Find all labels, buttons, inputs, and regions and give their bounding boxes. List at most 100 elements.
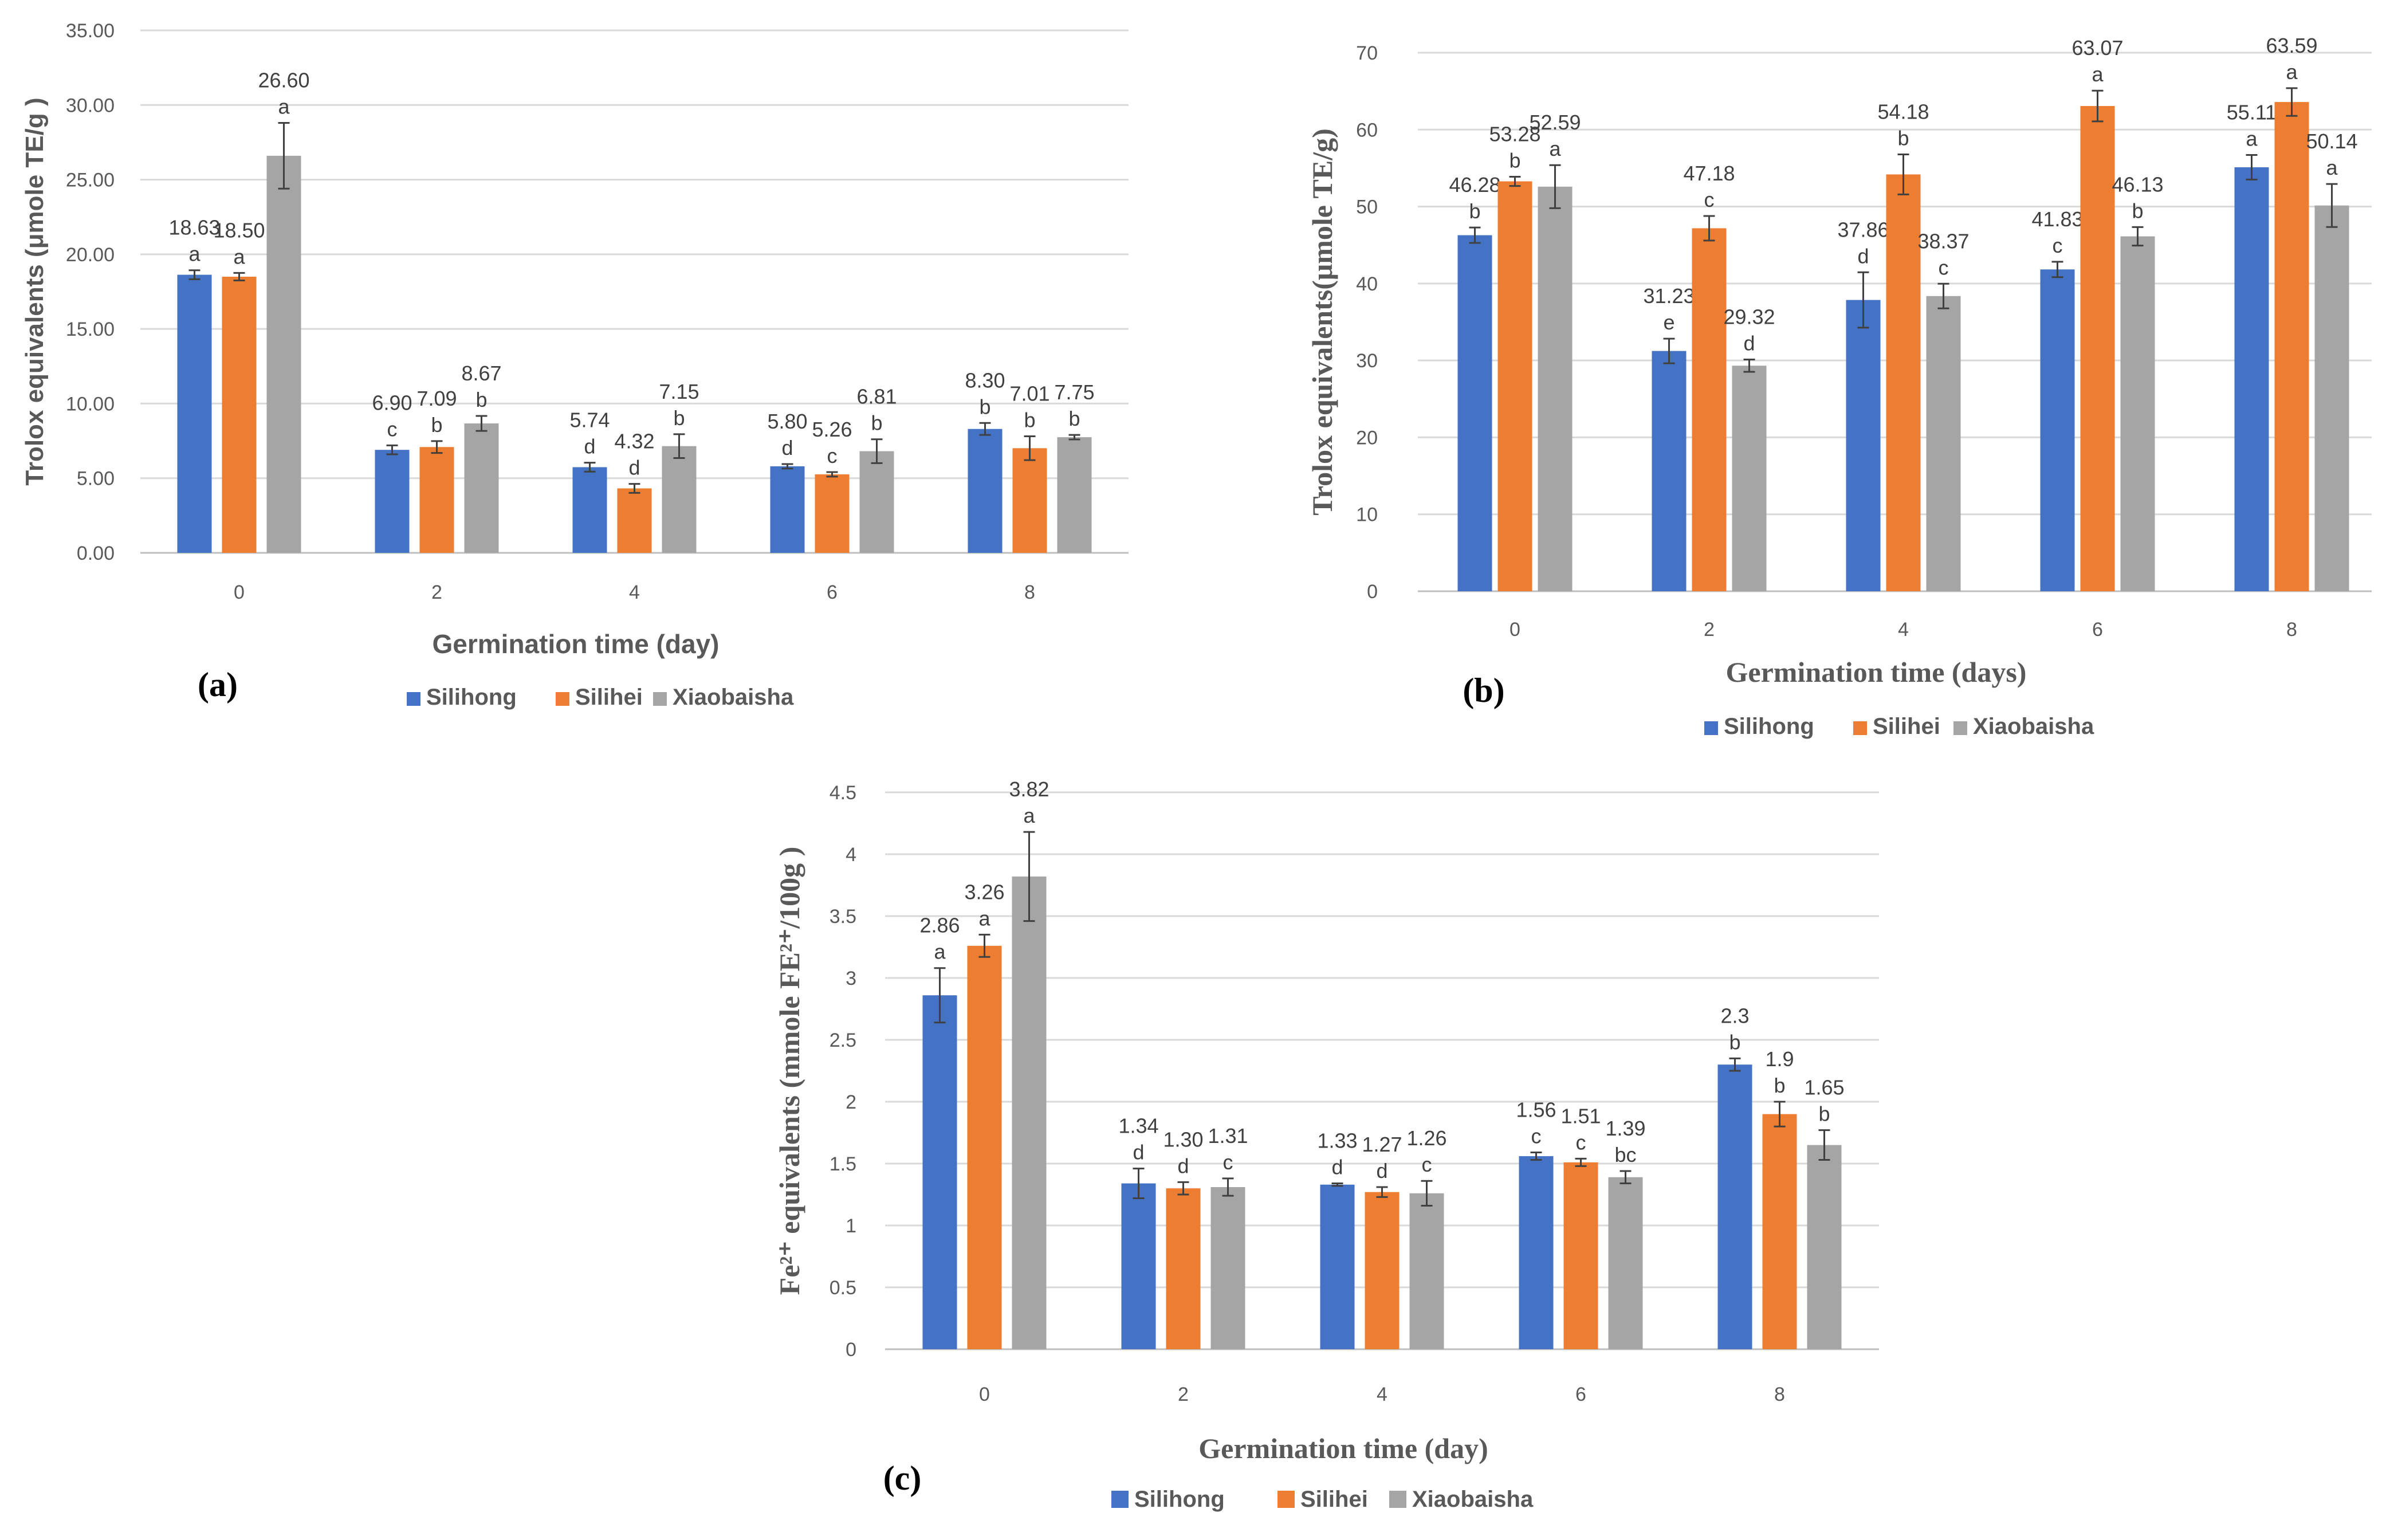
x-tick-label: 6 (1575, 1384, 1586, 1405)
y-tick-label: 10.00 (66, 393, 115, 415)
significance-letter: b (979, 395, 990, 418)
bar-silihei-day-0 (1497, 181, 1532, 591)
significance-letter: c (1223, 1150, 1233, 1174)
data-label: 1.39 (1605, 1117, 1645, 1140)
y-axis-label: Trolox equivalents(μmole TE/g) (1306, 128, 1338, 516)
x-tick-label: 8 (1024, 582, 1035, 603)
data-label: 63.07 (2071, 36, 2123, 60)
legend-label-silihong: Silihong (426, 685, 517, 710)
significance-letter: c (1939, 256, 1949, 279)
error-bar (386, 444, 398, 455)
error-bar (584, 462, 596, 473)
significance-letter: d (1376, 1159, 1387, 1182)
bar-silihei-day-4 (617, 488, 652, 553)
y-tick-label: 60 (1356, 119, 1378, 141)
data-label: 3.26 (964, 880, 1004, 903)
x-tick-label: 8 (1774, 1384, 1785, 1405)
significance-letter: c (1531, 1125, 1542, 1148)
error-bar (978, 933, 990, 958)
significance-letter: a (2326, 156, 2338, 179)
y-tick-label: 15.00 (66, 319, 115, 340)
y-tick-label: 1.5 (830, 1153, 856, 1175)
chart-c: 0 0.5 1 1.5 2 2.5 3 3.5 4 4.5 Fe²⁺ equivalents (mm… (773, 777, 1879, 1512)
error-bar (1024, 435, 1036, 461)
data-label: 5.80 (767, 410, 807, 433)
error-bar (826, 471, 838, 478)
legend-swatch-xiaobaisha (1953, 721, 1967, 735)
legend-swatch-silihong (1704, 721, 1718, 735)
data-label: 8.30 (965, 368, 1005, 392)
error-bar (2092, 89, 2104, 123)
error-bar (1857, 271, 1869, 329)
y-tick-label: 10 (1356, 504, 1378, 526)
y-tick-label: 0 (846, 1339, 856, 1361)
legend-label-silihei: Silihei (1873, 714, 1940, 739)
y-tick-label: 30 (1356, 350, 1378, 372)
data-label: 1.33 (1317, 1129, 1357, 1153)
bar-xiaobaisha-day-2 (464, 423, 499, 553)
legend-swatch-xiaobaisha (1389, 1491, 1406, 1508)
bar-silihei-day-4 (1886, 174, 1921, 591)
significance-letter: b (1024, 408, 1035, 431)
data-label: 7.01 (1009, 382, 1049, 405)
bar-silihei-day-8 (1762, 1114, 1797, 1349)
y-tick-label: 4 (846, 844, 856, 866)
data-label: 26.60 (258, 69, 309, 92)
data-label: 18.50 (213, 218, 265, 242)
data-label: 1.51 (1560, 1104, 1601, 1128)
bar-silihei-day-6 (1563, 1162, 1598, 1349)
significance-letter: a (2092, 62, 2104, 86)
y-tick-label: 4.5 (830, 782, 856, 804)
significance-letter: b (2132, 199, 2143, 222)
data-label: 7.09 (416, 387, 457, 410)
significance-letter: b (1509, 148, 1520, 172)
y-tick-label: 2.5 (830, 1030, 856, 1051)
significance-letter: a (2286, 60, 2298, 84)
significance-letter: b (475, 388, 487, 411)
x-tick-label: 6 (827, 582, 838, 603)
data-label: 63.59 (2266, 34, 2317, 57)
data-label: 38.37 (1917, 229, 1969, 253)
x-axis-label: Germination time (day) (1198, 1432, 1488, 1464)
bar-xiaobaisha-day-0 (266, 155, 301, 553)
data-label: 5.74 (569, 408, 610, 432)
bar-xiaobaisha-day-0 (1012, 876, 1047, 1349)
data-label: 3.82 (1009, 777, 1049, 801)
significance-letter: a (1023, 804, 1035, 827)
significance-letter: a (978, 906, 990, 930)
bar-xiaobaisha-day-6 (1608, 1177, 1643, 1349)
bar-silihong-day-2 (375, 450, 410, 553)
bar-silihong-day-0 (1457, 235, 1492, 591)
legend: Silihong Silihei Xiaobaisha (1111, 1487, 1534, 1512)
error-bar (1421, 1180, 1433, 1207)
bar-silihong-day-2 (1121, 1183, 1156, 1349)
y-tick-label: 3 (846, 968, 856, 989)
significance-letter: c (827, 444, 838, 467)
legend-swatch-silihei (1277, 1491, 1295, 1508)
bar-silihei-day-0 (222, 276, 257, 553)
y-tick-label: 25.00 (66, 170, 115, 191)
x-tick-label: 0 (1510, 619, 1520, 641)
error-bar (1222, 1177, 1234, 1197)
bar-xiaobaisha-day-6 (2120, 236, 2155, 591)
bar-silihong-day-2 (1652, 351, 1687, 591)
y-tick-label: 40 (1356, 273, 1378, 295)
error-bar (1023, 831, 1035, 922)
y-tick-label: 20 (1356, 427, 1378, 449)
significance-letter: b (431, 413, 442, 437)
data-label: 29.32 (1723, 305, 1775, 329)
y-tick-label: 50 (1356, 197, 1378, 218)
significance-letter: a (233, 245, 245, 268)
data-label: 54.18 (1877, 100, 1929, 124)
error-bar (1133, 1168, 1145, 1199)
error-bar (2286, 87, 2298, 117)
data-label: 6.90 (372, 391, 412, 414)
significance-letter: b (673, 406, 685, 430)
legend-label-silihei: Silihei (1300, 1487, 1368, 1512)
chart-a: 0.00 5.00 10.00 15.00 20.00 25.00 30.00 35.00 Tr… (21, 20, 1129, 710)
significance-letter: c (2053, 234, 2063, 257)
significance-letter: d (584, 435, 595, 458)
significance-letter: d (781, 436, 793, 459)
error-bar (1331, 1182, 1343, 1187)
x-tick-label: 2 (1178, 1384, 1189, 1405)
